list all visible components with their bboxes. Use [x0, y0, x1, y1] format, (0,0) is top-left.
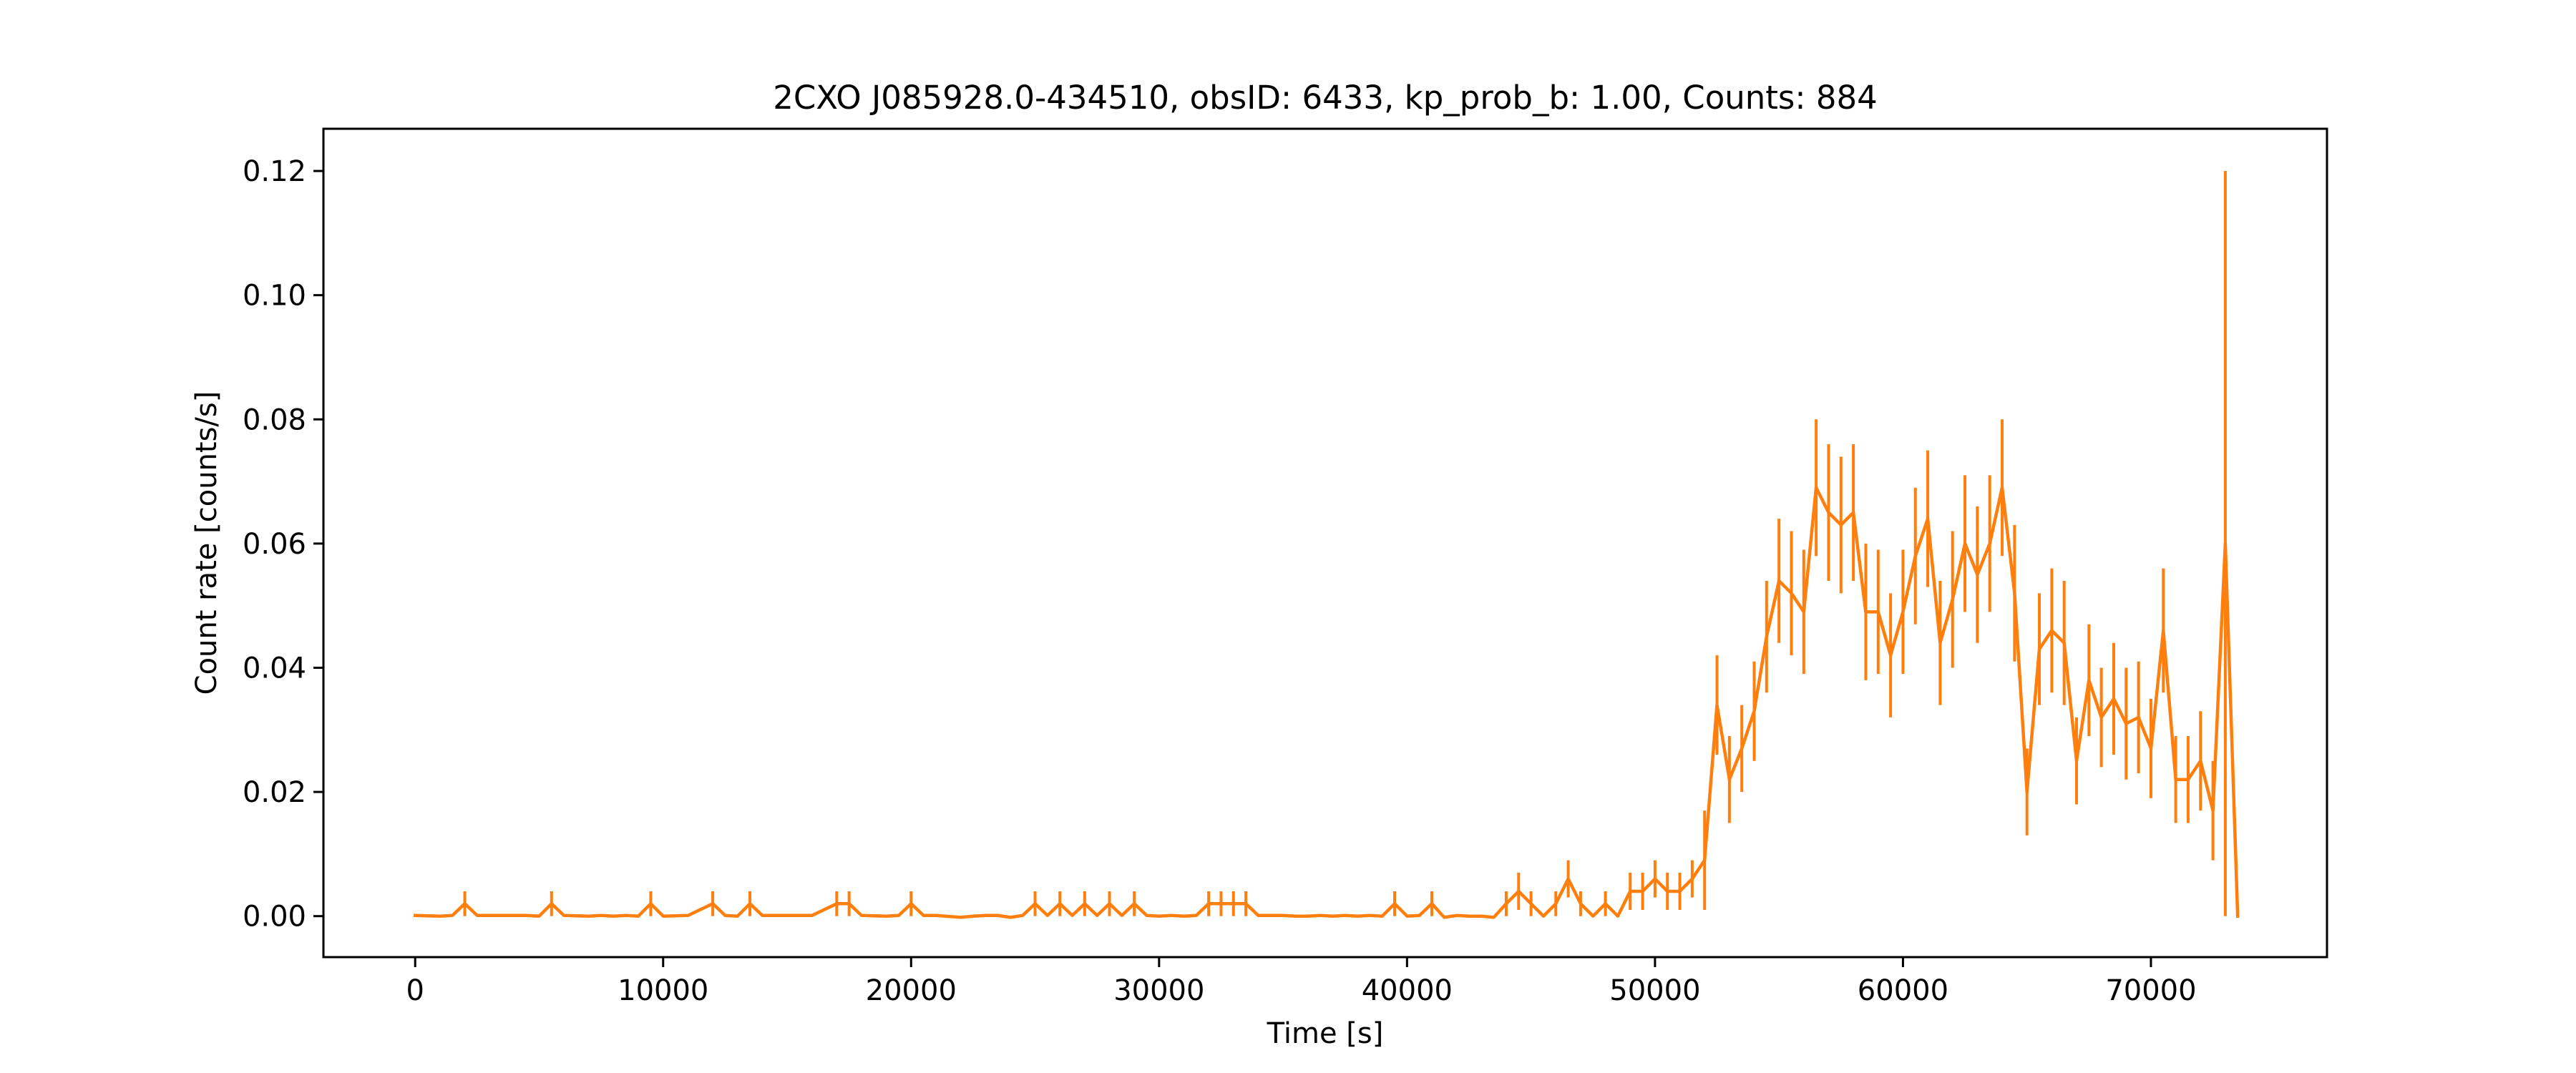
x-tick-label: 30000 — [1113, 974, 1204, 1007]
x-axis-label: Time [s] — [1267, 1017, 1384, 1050]
x-tick-label: 60000 — [1858, 974, 1948, 1007]
axis-ticks: 0 10000 20000 30000 40000 50000 60000 70000 0.00… — [243, 155, 2197, 1007]
y-axis-label: Count rate [counts/s] — [190, 391, 223, 695]
y-tick-label: 0.02 — [243, 776, 306, 809]
y-tick-label: 0.06 — [243, 528, 306, 561]
y-tick-label: 0.10 — [243, 280, 306, 313]
y-tick-label: 0.00 — [243, 901, 306, 934]
axes-frame — [322, 127, 2328, 959]
y-tick-label: 0.08 — [243, 403, 306, 436]
x-tick-label: 40000 — [1362, 974, 1453, 1007]
x-tick-label: 0 — [406, 974, 424, 1007]
x-tick-label: 20000 — [866, 974, 957, 1007]
y-tick-label: 0.12 — [243, 155, 306, 188]
x-tick-label: 50000 — [1609, 974, 1700, 1007]
y-tick-label: 0.04 — [243, 652, 306, 685]
series-line — [413, 486, 2240, 919]
x-tick-label: 70000 — [2105, 974, 2196, 1007]
chart-title: 2CXO J085928.0-434510, obsID: 6433, kp_p… — [773, 79, 1877, 117]
x-tick-label: 10000 — [618, 974, 708, 1007]
plot-area — [413, 171, 2240, 919]
